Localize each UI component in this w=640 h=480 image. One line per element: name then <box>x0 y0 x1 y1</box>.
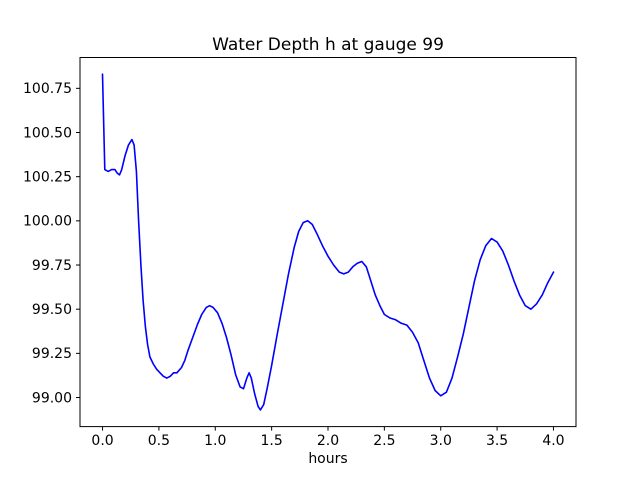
chart-title: Water Depth h at gauge 99 <box>212 35 444 55</box>
data-series-layer <box>101 73 555 411</box>
depth-line-water-depth-h <box>101 73 555 411</box>
y-tick-label: 99.00 <box>32 390 72 406</box>
y-tick-label: 100.75 <box>23 81 72 97</box>
plot-area-border <box>79 57 577 428</box>
x-tick-label: 3.0 <box>430 433 452 449</box>
x-tick-label: 2.5 <box>373 433 395 449</box>
x-tick-label: 4.0 <box>542 433 564 449</box>
y-tick-label: 99.75 <box>32 258 72 274</box>
x-tick-label: 2.0 <box>317 433 339 449</box>
y-tick-label: 99.25 <box>32 346 72 362</box>
x-tick-label: 3.5 <box>486 433 508 449</box>
axis-ticks: 0.0 0.5 1.0 1.5 2.0 2.5 3.0 3.5 4.0 99.00 99.25 99.… <box>23 81 565 449</box>
x-tick-label: 0.0 <box>91 433 113 449</box>
y-tick-label: 100.25 <box>23 169 72 185</box>
y-tick-label: 100.50 <box>23 125 72 141</box>
x-tick-label: 1.0 <box>204 433 226 449</box>
x-tick-label: 1.5 <box>261 433 283 449</box>
y-tick-label: 99.50 <box>32 302 72 318</box>
x-tick-label: 0.5 <box>148 433 170 449</box>
y-tick-label: 100.00 <box>23 214 72 230</box>
x-axis-label: hours <box>308 451 347 467</box>
